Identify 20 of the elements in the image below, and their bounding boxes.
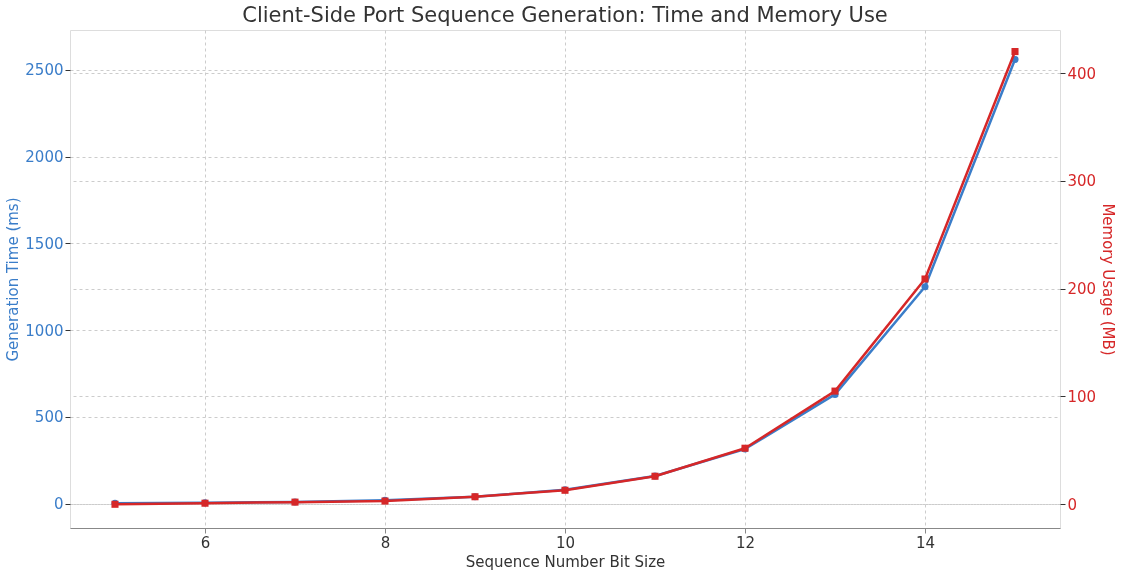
y2-axis-title: Memory Usage (MB) [1099,203,1118,356]
y2-tick-label: 0 [1067,495,1078,514]
x-tick-label: 8 [380,533,391,552]
y-tick-label: 1500 [25,234,64,253]
chart-title: Client-Side Port Sequence Generation: Time and Memory Use [242,3,888,27]
y2-tick-label: 100 [1067,387,1097,406]
y-tick-label: 2000 [25,148,64,167]
y2-tick-label: 300 [1067,172,1097,191]
x-axis-title: Sequence Number Bit Size [465,552,666,571]
y-tick-label: 0 [53,495,64,514]
x-tick-label: 10 [555,533,576,552]
y2-tick-label: 400 [1067,64,1097,83]
x-tick-label: 12 [735,533,756,552]
y-tick-label: 500 [34,408,64,427]
y2-tick-label: 200 [1067,280,1097,299]
y-tick-label: 2500 [25,61,64,80]
x-tick-label: 14 [915,533,936,552]
y-axis-title: Generation Time (ms) [4,197,23,362]
x-tick-label: 6 [200,533,211,552]
y-tick-label: 1000 [25,321,64,340]
